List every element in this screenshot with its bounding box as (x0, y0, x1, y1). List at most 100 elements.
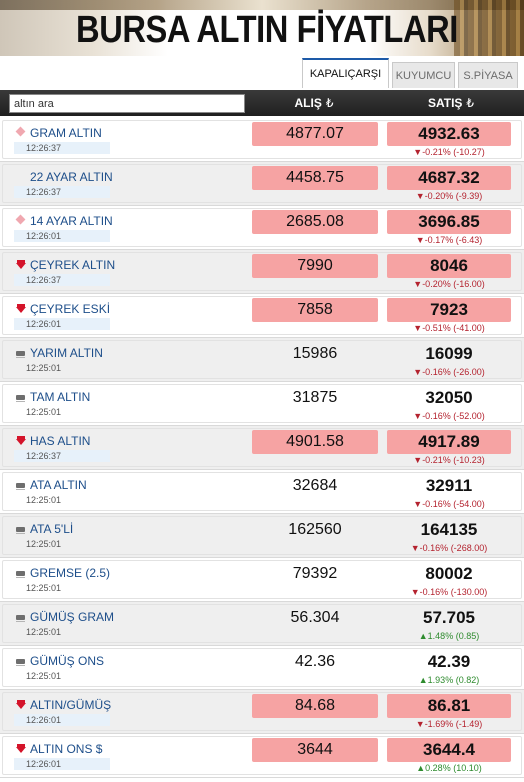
item-name[interactable]: ALTIN ONS $ (30, 742, 103, 756)
trend-down-icon (16, 304, 26, 313)
lira-icon: ₺ (325, 96, 334, 110)
item-name[interactable]: ÇEYREK ESKİ (30, 302, 111, 316)
table-row[interactable]: ÇEYREK ALTIN 12:26:37 7990 8046 ▼-0.20% (-16… (0, 250, 524, 294)
row-frame (2, 164, 522, 203)
sell-price: 42.39 (427, 652, 471, 671)
trend-flat-icon (16, 483, 25, 490)
table-row[interactable]: ATA 5'Lİ 12:25:01 162560 164135 ▼-0.16% (-26… (0, 514, 524, 558)
update-time: 12:25:01 (26, 583, 62, 593)
trend-flat-icon (16, 351, 25, 358)
buy-price: 7858 (252, 298, 378, 322)
table-header: ALIŞ₺ SATIŞ₺ (0, 90, 524, 116)
price-table: GRAM ALTIN 12:26:37 4877.07 4932.63 ▼-0.21% … (0, 118, 524, 778)
table-row[interactable]: ALTIN/GÜMÜŞ 12:26:01 84.68 86.81 ▼-1.69% (-1… (0, 690, 524, 734)
sell-price: 32050 (425, 388, 473, 407)
sell-price: 4687.32 (387, 166, 511, 190)
table-row[interactable]: ATA ALTIN 12:25:01 32684 32911 ▼-0.16% (-54.… (0, 470, 524, 514)
price-change: ▼-0.16% (-54.00) (413, 499, 485, 509)
item-name[interactable]: HAS ALTIN (30, 434, 91, 448)
update-time: 12:26:01 (14, 318, 110, 330)
search-input[interactable] (9, 94, 245, 113)
price-change: ▼-0.21% (-10.23) (413, 455, 485, 465)
trend-down-icon (16, 744, 26, 753)
table-row[interactable]: 14 AYAR ALTIN 12:26:01 2685.08 3696.85 ▼-0.1… (0, 206, 524, 250)
item-name[interactable]: ATA 5'Lİ (30, 522, 74, 536)
table-row[interactable]: GRAM ALTIN 12:26:37 4877.07 4932.63 ▼-0.21% … (0, 118, 524, 162)
sell-price: 7923 (387, 298, 511, 322)
row-frame (2, 252, 522, 291)
trend-flat-icon (16, 527, 25, 534)
sell-column-header[interactable]: SATIŞ ₺ (388, 90, 514, 116)
sell-price: 86.81 (387, 694, 511, 718)
table-row[interactable]: ÇEYREK ESKİ 12:26:01 7858 7923 ▼-0.51% (-41.… (0, 294, 524, 338)
row-frame (2, 560, 522, 599)
sell-price: 16099 (425, 344, 473, 363)
item-name[interactable]: ATA ALTIN (30, 478, 87, 492)
buy-price: 3644 (252, 738, 378, 762)
trend-flat-icon (16, 395, 25, 402)
update-time: 12:26:01 (14, 714, 110, 726)
buy-price: 56.304 (290, 609, 340, 626)
price-change: ▼-0.16% (-26.00) (413, 367, 485, 377)
trend-down-icon (16, 436, 26, 445)
update-time: 12:26:37 (14, 274, 110, 286)
table-row[interactable]: ALTIN ONS $ 12:26:01 3644 3644.4 ▲0.28% (10.… (0, 734, 524, 778)
price-change: ▲1.93% (0.82) (418, 675, 480, 685)
update-time: 12:25:01 (26, 627, 62, 637)
table-row[interactable]: 22 AYAR ALTIN 12:26:37 4458.75 4687.32 ▼-0.2… (0, 162, 524, 206)
item-name[interactable]: ÇEYREK ALTIN (30, 258, 116, 272)
buy-price: 79392 (292, 565, 338, 582)
page-title: BURSA ALTIN FİYATLARI (76, 9, 458, 51)
sell-price: 4932.63 (387, 122, 511, 146)
row-frame (2, 648, 522, 687)
price-change: ▼-0.16% (-52.00) (413, 411, 485, 421)
row-frame (2, 516, 522, 555)
sell-price: 4917.89 (387, 430, 511, 454)
item-name[interactable]: GRAM ALTIN (30, 126, 102, 140)
table-row[interactable]: TAM ALTIN 12:25:01 31875 32050 ▼-0.16% (-52.… (0, 382, 524, 426)
update-time: 12:25:01 (26, 495, 62, 505)
table-row[interactable]: GREMSE (2.5) 12:25:01 79392 80002 ▼-0.16% (-… (0, 558, 524, 602)
table-row[interactable]: YARIM ALTIN 12:25:01 15986 16099 ▼-0.16% (-2… (0, 338, 524, 382)
update-time: 12:26:01 (14, 230, 110, 242)
row-frame (2, 296, 522, 335)
tab-serbest-piyasa[interactable]: S.PİYASA (458, 62, 518, 88)
market-tabs: KAPALIÇARŞI KUYUMCU S.PİYASA (302, 58, 518, 88)
buy-price: 15986 (292, 345, 338, 362)
update-time: 12:25:01 (26, 363, 62, 373)
item-name[interactable]: TAM ALTIN (30, 390, 91, 404)
row-frame (2, 604, 522, 643)
item-name[interactable]: GÜMÜŞ GRAM (30, 610, 114, 624)
item-name[interactable]: YARIM ALTIN (30, 346, 103, 360)
sell-price: 8046 (387, 254, 511, 278)
row-frame (2, 384, 522, 423)
table-row[interactable]: HAS ALTIN 12:26:37 4901.58 4917.89 ▼-0.21% (… (0, 426, 524, 470)
item-name[interactable]: 14 AYAR ALTIN (30, 214, 113, 228)
sell-price: 3644.4 (387, 738, 511, 762)
item-name[interactable]: ALTIN/GÜMÜŞ (30, 698, 112, 712)
row-frame (2, 340, 522, 379)
table-row[interactable]: GÜMÜŞ ONS 12:25:01 42.36 42.39 ▲1.93% (0.82) (0, 646, 524, 690)
tab-kuyumcu[interactable]: KUYUMCU (392, 62, 455, 88)
buy-price: 31875 (292, 389, 338, 406)
table-row[interactable]: GÜMÜŞ GRAM 12:25:01 56.304 57.705 ▲1.48% (0.… (0, 602, 524, 646)
row-frame (2, 120, 522, 159)
price-change: ▼-0.20% (-9.39) (415, 191, 483, 201)
row-frame (2, 472, 522, 511)
trend-down-icon (16, 700, 26, 709)
sell-price: 164135 (420, 520, 478, 539)
buy-column-header[interactable]: ALIŞ ₺ (250, 90, 378, 116)
item-name[interactable]: 22 AYAR ALTIN (30, 170, 113, 184)
item-name[interactable]: GÜMÜŞ ONS (30, 654, 105, 668)
update-time: 12:26:37 (14, 142, 110, 154)
update-time: 12:25:01 (26, 671, 62, 681)
update-time: 12:26:37 (14, 450, 110, 462)
buy-price: 4877.07 (252, 122, 378, 146)
item-name[interactable]: GREMSE (2.5) (30, 566, 111, 580)
buy-price: 84.68 (252, 694, 378, 718)
tab-kapalicarsi[interactable]: KAPALIÇARŞI (302, 58, 389, 88)
row-frame (2, 692, 522, 731)
price-change: ▼-0.16% (-130.00) (410, 587, 488, 597)
price-change: ▼-0.51% (-41.00) (413, 323, 485, 333)
